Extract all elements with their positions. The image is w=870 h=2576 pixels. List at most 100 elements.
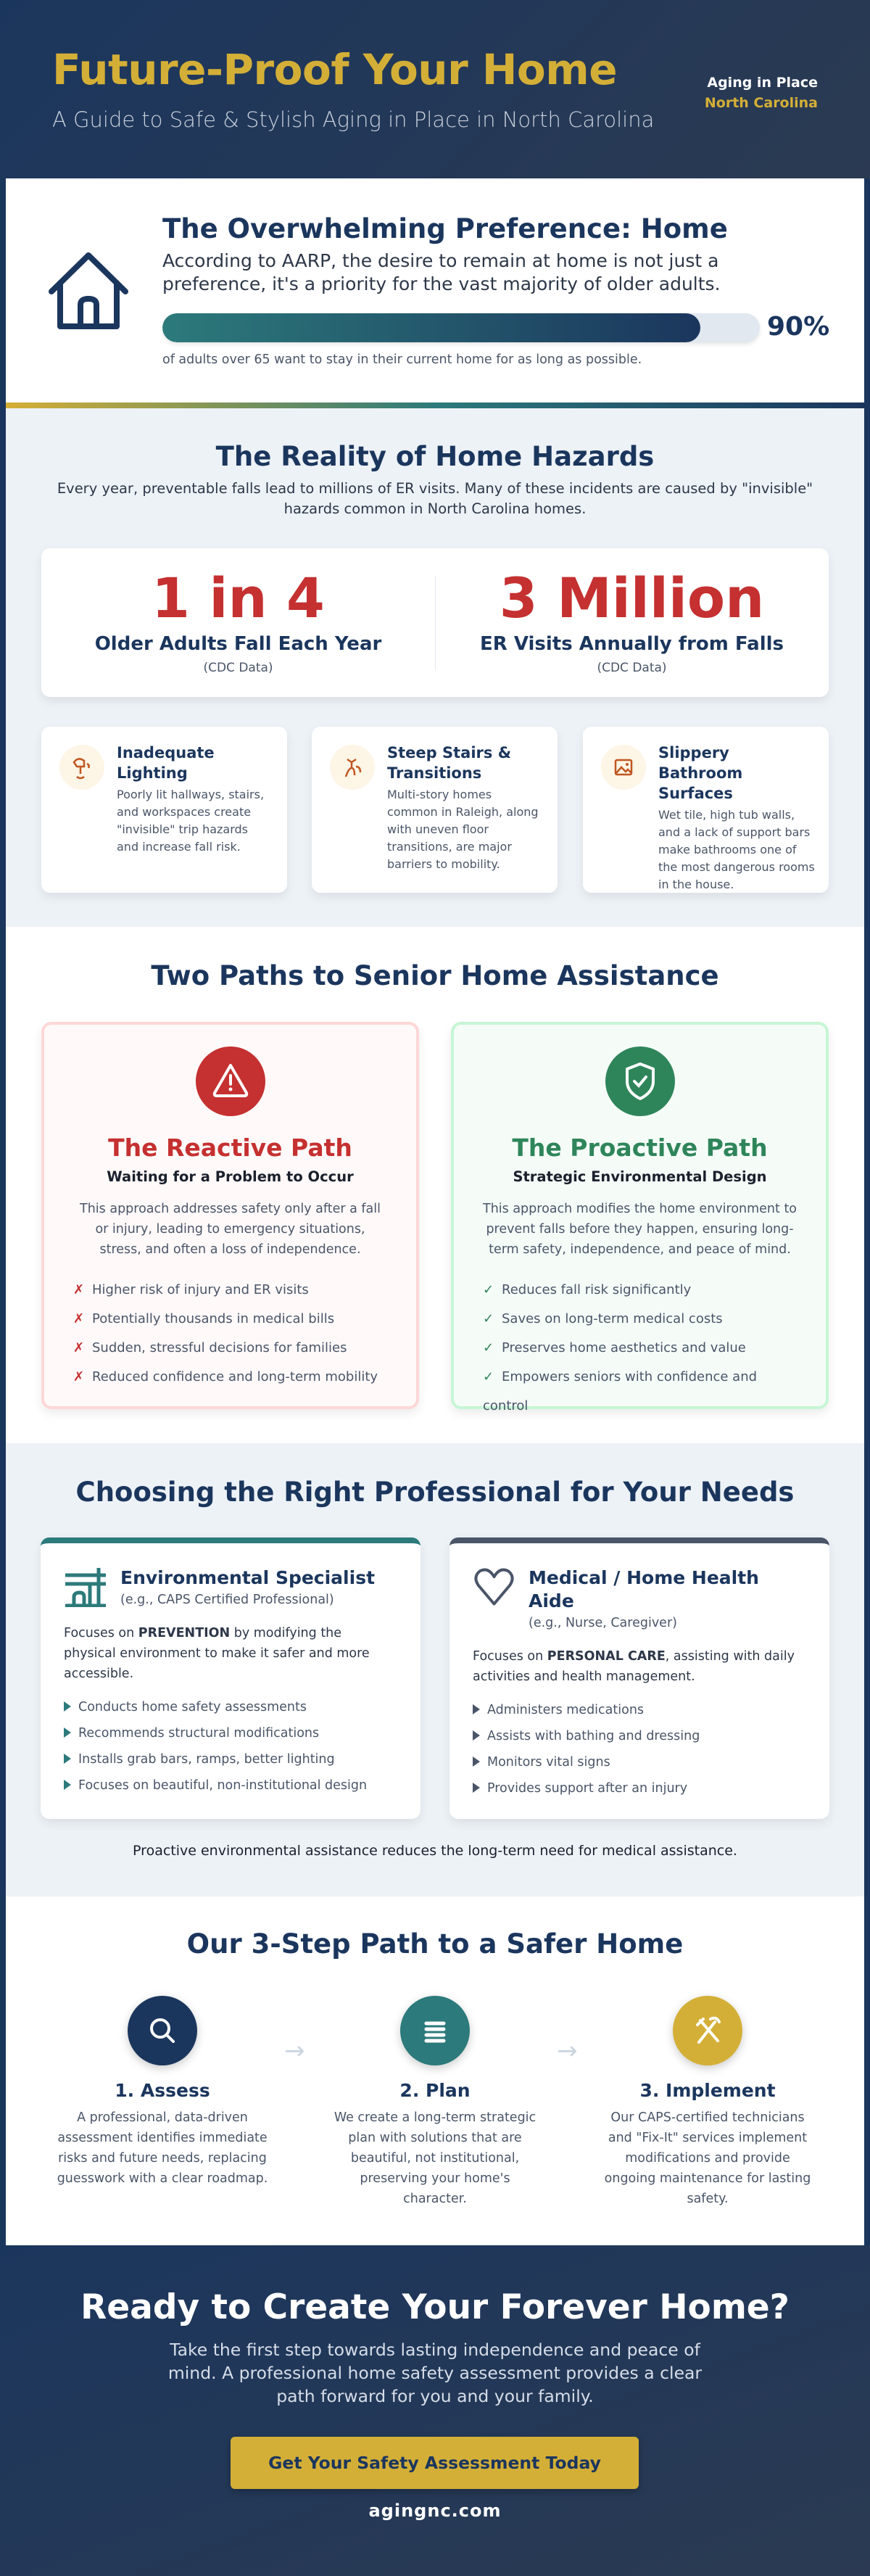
check-mark-icon: ✓ [483,1369,494,1384]
pro-card-medical: Medical / Home Health Aide (e.g., Nurse, … [450,1537,829,1819]
hazards-title: The Reality of Home Hazards [215,441,655,472]
shield-check-icon [605,1046,675,1116]
stat-label: ER Visits Annually from Falls [480,633,784,655]
warning-icon [195,1046,265,1116]
triangle-bullet-icon [64,1701,71,1712]
hazard-card-stairs: Steep Stairs & Transitions Multi-story ho… [312,727,558,893]
triangle-bullet-icon [64,1754,71,1764]
search-icon [128,1996,197,2065]
website-link[interactable]: agingnc.com [368,2501,502,2521]
proactive-subtitle: Strategic Environmental Design [513,1168,767,1185]
stats-card: 1 in 4 Older Adults Fall Each Year (CDC … [41,548,829,697]
preference-text: According to AARP, the desire to remain … [162,250,721,294]
list-item-text: Conducts home safety assessments [78,1700,307,1714]
hazard-title: Slippery Bathroom Surfaces [658,744,743,802]
percent-label: 90% [767,312,830,342]
list-item-text: Recommends structural modifications [78,1726,320,1741]
header: Future-Proof Your Home A Guide to Safe &… [0,0,870,178]
pro-desc-bold: PERSONAL CARE [547,1649,666,1664]
triangle-bullet-icon [473,1756,480,1767]
hazards-intro: Every year, preventable falls lead to mi… [57,480,813,517]
list-icon [400,1996,470,2065]
pro-list-item: Monitors vital signs [473,1749,806,1775]
tools-icon [673,1996,742,2065]
pro-title: Environmental Specialist [120,1567,376,1588]
x-mark-icon: ✗ [73,1311,85,1326]
reactive-text: This approach addresses safety only afte… [80,1202,381,1257]
steps-section [6,1896,864,2245]
reactive-path-card: The Reactive Path Waiting for a Problem … [41,1022,419,1409]
list-item-text: Preserves home aesthetics and value [502,1340,746,1355]
building-icon [65,1568,106,1607]
reactive-list: ✗ Higher risk of injury and ER visits ✗ Pot… [73,1276,387,1392]
pro-subtitle: (e.g., Nurse, Caregiver) [529,1616,677,1630]
pro-description: Focuses on PERSONAL CARE, assisting with… [473,1646,806,1687]
pro-list-item: Installs grab bars, ramps, better lighti… [64,1746,397,1772]
check-mark-icon: ✓ [483,1282,494,1297]
list-item-text: Higher risk of injury and ER visits [92,1282,309,1297]
stat-value: 3 Million [499,566,765,630]
pro-title: Medical / Home Health Aide [529,1567,759,1611]
page-subtitle: A Guide to Safe & Stylish Aging in Place… [52,107,655,132]
stat-1: 1 in 4 Older Adults Fall Each Year (CDC … [41,566,435,679]
preference-title: The Overwhelming Preference: Home [162,213,728,244]
step-title: 1. Assess [115,2080,210,2101]
list-item-text: Provides support after an injury [487,1781,688,1796]
hazard-desc: Multi-story homes common in Raleigh, alo… [387,788,539,871]
heart-icon [474,1568,514,1606]
step-title: 3. Implement [639,2080,776,2101]
badge-line1: Aging in Place [707,75,818,91]
x-mark-icon: ✗ [73,1340,85,1355]
get-assessment-button[interactable]: Get Your Safety Assessment Today [231,2437,639,2489]
pro-subtitle: (e.g., CAPS Certified Professional) [120,1593,334,1607]
list-item-text: Administers medications [487,1703,645,1717]
preference-progress-bar [162,313,760,342]
pro-list-item: Provides support after an injury [473,1775,806,1801]
pro-list-item: Recommends structural modifications [64,1720,397,1746]
triangle-bullet-icon [473,1730,480,1741]
proactive-text: This approach modifies the home environm… [483,1202,798,1257]
pro-desc-bold: PREVENTION [138,1626,231,1640]
professionals-title: Choosing the Right Professional for Your… [75,1477,795,1508]
reactive-title: The Reactive Path [108,1134,352,1162]
divider [6,402,864,408]
list-item-text: Sudden, stressful decisions for families [92,1340,347,1355]
steps-title: Our 3-Step Path to a Safer Home [186,1928,684,1960]
triangle-bullet-icon [473,1704,480,1714]
pro-list-item: Focuses on beautiful, non-institutional … [64,1772,397,1799]
arrow-icon: → [284,2036,305,2065]
arrow-icon: → [557,2036,578,2065]
pro-desc-pre: Focuses on [473,1649,547,1664]
proactive-list: ✓ Reduces fall risk significantly ✓ Saves o… [483,1276,797,1421]
triangle-bullet-icon [64,1780,71,1790]
badge-line2: North Carolina [704,95,818,111]
stat-source: (CDC Data) [203,661,273,675]
preference-section: The Overwhelming Preference: Home Accord… [6,178,864,403]
professionals-note: Proactive environmental assistance reduc… [133,1843,737,1859]
pro-desc-post: by modifying the physical environment to… [64,1626,370,1681]
stat-label: Older Adults Fall Each Year [94,633,382,655]
pro-list-item: Conducts home safety assessments [64,1694,397,1720]
stat-value: 1 in 4 [152,566,325,630]
list-item-text: Monitors vital signs [487,1755,610,1770]
list-item-text: Reduces fall risk significantly [502,1282,692,1297]
list-item-text: Installs grab bars, ramps, better lighti… [78,1752,335,1767]
pro-list-item: Assists with bathing and dressing [473,1723,806,1749]
path-list-item: ✓ Reduces fall risk significantly [483,1276,797,1305]
step-desc: A professional, data-driven assessment i… [57,2110,268,2186]
pro-list: Conducts home safety assessments Recommen… [64,1694,397,1799]
pro-desc-pre: Focuses on [64,1626,138,1640]
cta-title: Ready to Create Your Forever Home? [80,2287,790,2327]
hazard-card-bathroom: Slippery Bathroom Surfaces Wet tile, high… [583,727,829,893]
hazard-title: Inadequate Lighting [117,744,215,782]
list-item-text: Focuses on beautiful, non-institutional … [78,1778,368,1793]
list-item-text: Potentially thousands in medical bills [92,1311,335,1326]
x-mark-icon: ✗ [73,1282,85,1297]
pro-list: Administers medications Assists with bath… [473,1697,806,1801]
triangle-bullet-icon [64,1727,71,1738]
cta-text: Take the first step towards lasting inde… [167,2340,703,2406]
stat-source: (CDC Data) [597,661,667,675]
step-title: 2. Plan [399,2080,471,2101]
preference-caption: of adults over 65 want to stay in their … [162,352,642,367]
lamp-icon [59,745,104,790]
